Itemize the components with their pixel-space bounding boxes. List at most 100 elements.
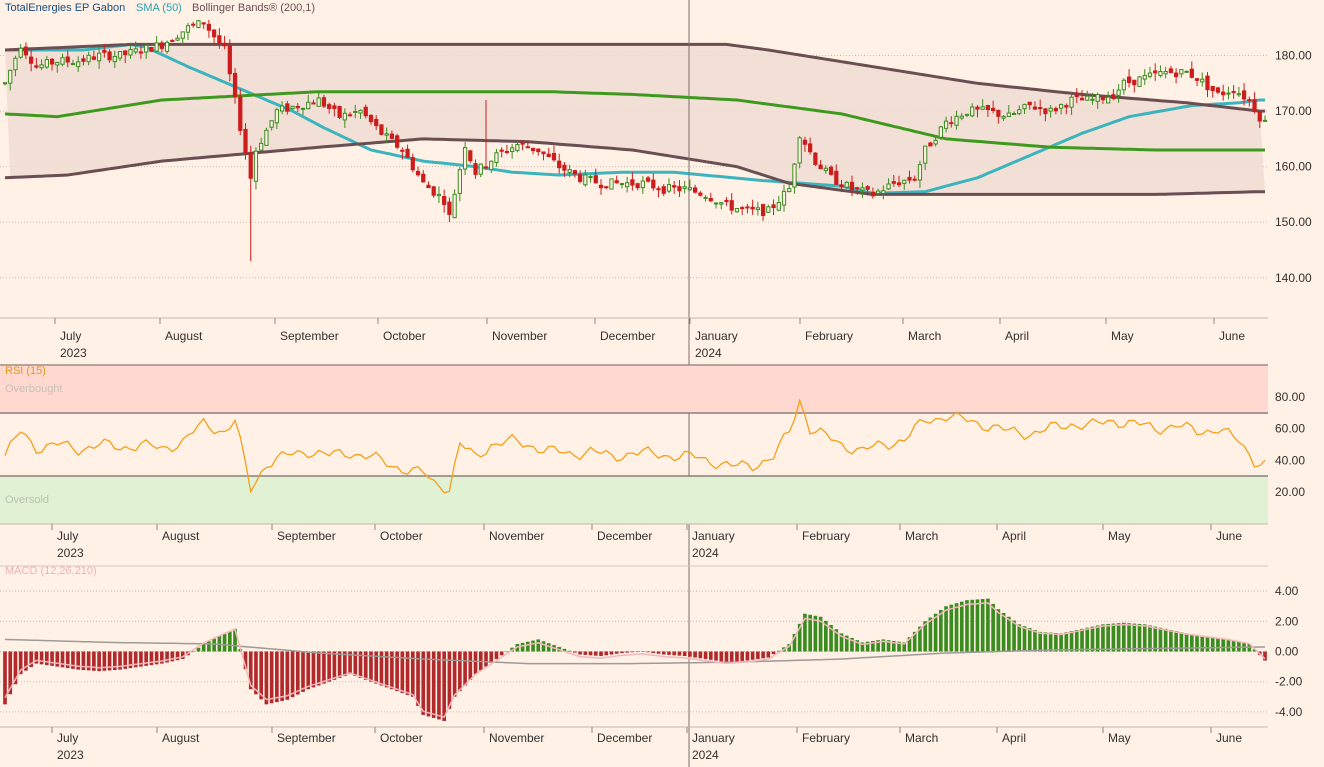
candle-body — [572, 170, 577, 175]
candle-body — [875, 190, 881, 194]
candle-body — [1027, 101, 1032, 106]
candle-body — [1048, 107, 1053, 112]
candle-body — [1137, 76, 1142, 87]
candle-body — [964, 113, 970, 116]
price-axis-ticks: 180.00 170.00 160.00 150.00 140.00 — [1275, 49, 1312, 285]
macd-histogram-bar — [484, 651, 488, 667]
legend-instrument[interactable]: TotalEnergies EP Gabon — [5, 2, 125, 14]
candle-body — [39, 64, 44, 69]
candle-body — [400, 149, 405, 152]
rsi-tick-label: 80.00 — [1275, 390, 1305, 404]
candle-body — [170, 39, 175, 42]
macd-histogram-bar — [97, 651, 101, 672]
macd-histogram-bar — [876, 640, 880, 652]
macd-histogram-bar — [363, 651, 368, 680]
candle-body — [577, 174, 583, 182]
macd-histogram-bar — [473, 651, 478, 675]
candle-body — [860, 187, 865, 191]
macd-histogram-bar — [81, 651, 86, 670]
rsi-line — [4, 398, 1266, 494]
rsi-axis-ticks: 80.00 60.00 40.00 20.00 — [1275, 390, 1305, 499]
month-label: August — [165, 329, 203, 343]
macd-histogram-bar — [76, 651, 81, 670]
candle-body — [740, 207, 745, 210]
macd-histogram-bar — [646, 651, 650, 653]
legend-bollinger[interactable]: Bollinger Bands® (200,1) — [192, 2, 315, 14]
macd-panel: 4.00 2.00 0.00 -2.00 -4.00 MACD (12,26,210) — [0, 565, 1303, 721]
macd-histogram-bar — [939, 609, 943, 652]
macd-histogram-bar — [1095, 625, 1100, 652]
macd-histogram-bar — [1043, 632, 1048, 652]
candle-body — [1163, 70, 1168, 75]
macd-histogram-bar — [384, 651, 389, 688]
macd-histogram-bar — [756, 651, 760, 660]
candle-body — [279, 105, 285, 112]
candle-body — [536, 148, 541, 153]
month-label: April — [1002, 731, 1026, 745]
macd-histogram-bar — [175, 651, 180, 661]
candle-body — [1079, 97, 1085, 101]
candle-body — [1074, 94, 1079, 98]
macd-histogram-bar — [1027, 628, 1032, 652]
candle-body — [442, 196, 447, 205]
macd-tick-label: 0.00 — [1275, 645, 1299, 659]
month-label: November — [489, 529, 544, 543]
macd-histogram-bar — [285, 651, 290, 700]
candle-body — [222, 42, 227, 47]
candle-body — [598, 184, 604, 189]
macd-histogram-bar — [525, 641, 530, 652]
macd-histogram-bar — [369, 651, 373, 682]
macd-histogram-bar — [201, 643, 206, 652]
candle-body — [755, 207, 760, 211]
macd-histogram-bar — [1184, 633, 1189, 652]
candle-body — [1147, 72, 1153, 77]
candle-body — [949, 122, 954, 125]
macd-histogram-bar — [824, 620, 828, 652]
candle-body — [1090, 98, 1095, 101]
macd-histogram-bar — [149, 651, 154, 666]
candle-body — [1116, 89, 1121, 96]
macd-histogram-bar — [771, 651, 776, 655]
candle-body — [1069, 96, 1074, 108]
month-label: May — [1111, 329, 1134, 343]
macd-histogram-bar — [761, 651, 765, 659]
rsi-label[interactable]: RSI (15) — [5, 365, 46, 377]
candle-body — [44, 59, 49, 68]
macd-histogram-bar — [630, 651, 635, 653]
price-tick-label: 160.00 — [1275, 160, 1312, 174]
candle-body — [745, 206, 750, 209]
candle-body — [907, 176, 912, 181]
candle-body — [332, 105, 337, 110]
candle-body — [196, 20, 201, 29]
macd-histogram-bar — [118, 651, 122, 670]
macd-histogram-bar — [1017, 624, 1022, 652]
candle-body — [321, 97, 327, 107]
month-label: October — [380, 529, 423, 543]
macd-histogram-bar — [1106, 623, 1110, 652]
candle-body — [656, 188, 661, 191]
macd-histogram-bar — [416, 651, 420, 706]
macd-histogram-bar — [1252, 649, 1257, 652]
candle-body — [1011, 113, 1017, 116]
macd-histogram-bar — [1179, 632, 1184, 652]
macd-histogram-bar — [829, 625, 833, 652]
candle-body — [96, 52, 102, 62]
candle-body — [117, 50, 123, 59]
candle-body — [1053, 108, 1058, 112]
macd-label[interactable]: MACD (12,26,210) — [5, 565, 97, 577]
macd-histogram-bar — [970, 599, 975, 652]
candle-body — [405, 148, 410, 158]
candle-body — [232, 72, 238, 98]
macd-histogram-bar — [996, 609, 1001, 652]
oversold-zone — [0, 476, 1268, 524]
candle-body — [808, 143, 813, 153]
macd-histogram-bar — [698, 651, 703, 659]
candle-body — [285, 103, 290, 112]
candle-body — [771, 204, 776, 209]
candle-body — [520, 142, 525, 145]
candle-body — [415, 170, 421, 176]
month-label: July — [57, 731, 78, 745]
time-axes: July 2023 August September October November De… — [0, 317, 1268, 762]
macd-histogram-bar — [959, 601, 964, 652]
legend-sma[interactable]: SMA (50) — [136, 2, 182, 14]
